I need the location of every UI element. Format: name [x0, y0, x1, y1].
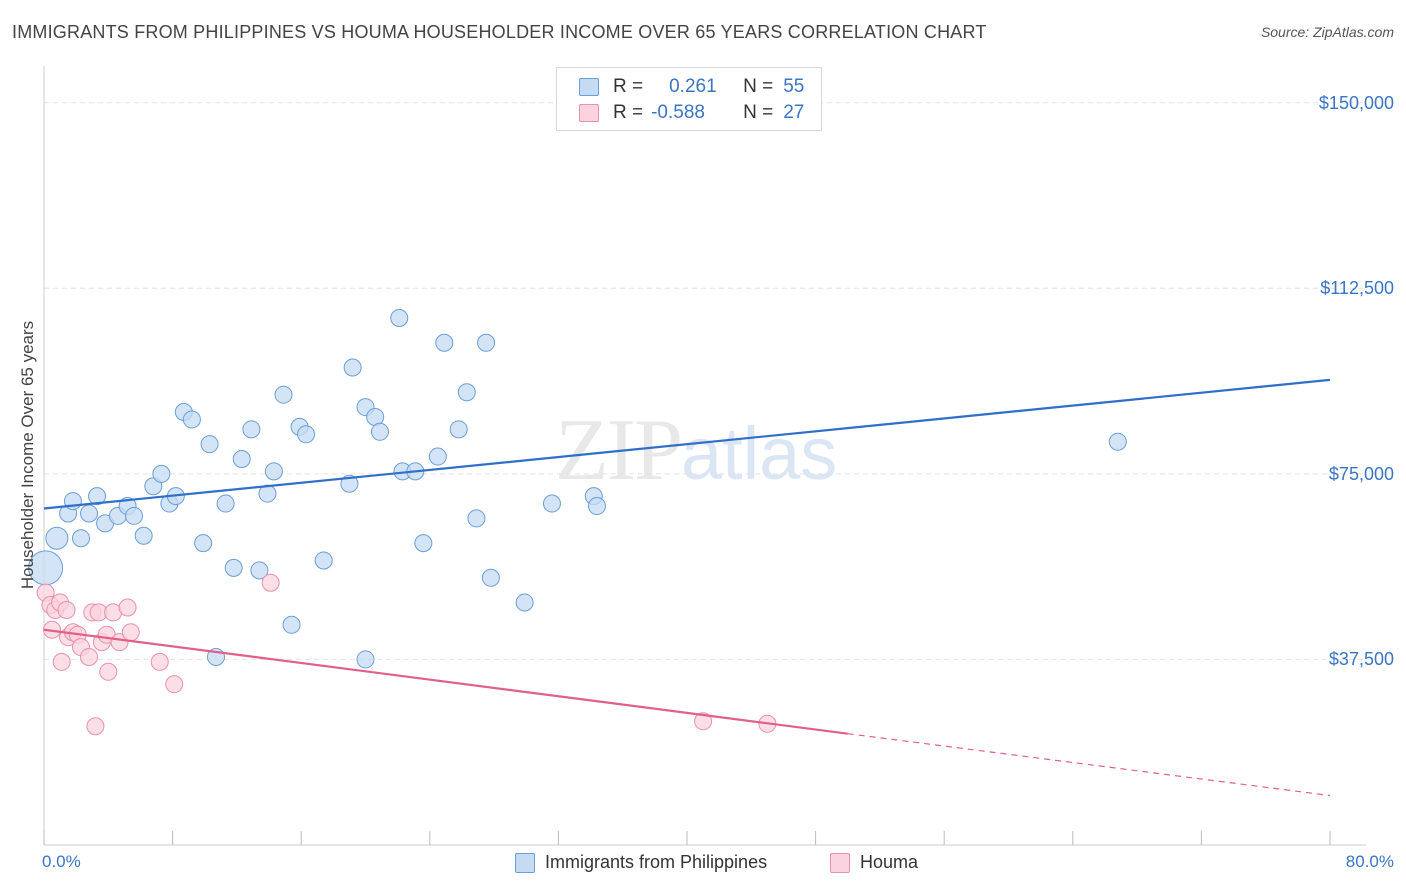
trend-line-houma	[43, 628, 848, 735]
point-houma	[99, 662, 118, 681]
point-houma	[80, 647, 99, 666]
point-philippines	[232, 450, 251, 469]
legend-row-philippines: R = 0.261 N = 55	[579, 76, 804, 98]
n-label: N =	[743, 76, 774, 97]
point-philippines	[370, 422, 389, 441]
point-philippines	[340, 474, 359, 493]
point-philippines	[264, 462, 283, 481]
source-credit: Source: ZipAtlas.com	[1260, 24, 1394, 40]
point-philippines	[477, 333, 496, 352]
point-philippines	[88, 487, 107, 506]
y-tick-label: $150,000	[1318, 92, 1394, 113]
r-label: R =	[613, 102, 644, 123]
legend-item-philippines[interactable]: Immigrants from Philippines	[515, 852, 767, 873]
y-tick-label: $112,500	[1320, 278, 1394, 299]
x-tick-label-min: 0.0%	[42, 852, 81, 871]
series-legend: Immigrants from Philippines Houma	[0, 852, 1406, 878]
n-label: N =	[743, 102, 774, 123]
y-tick-label: $37,500	[1328, 649, 1394, 670]
legend-swatch-pink	[579, 104, 599, 122]
legend-swatch-blue	[515, 852, 535, 873]
point-philippines	[242, 420, 261, 439]
point-philippines	[274, 385, 293, 404]
point-philippines	[457, 383, 476, 402]
point-philippines	[297, 425, 316, 444]
watermark: ZIPatlas	[555, 400, 837, 501]
y-tick-label: $75,000	[1328, 463, 1394, 484]
watermark-atlas: atlas	[681, 412, 838, 495]
point-philippines	[542, 494, 561, 513]
point-philippines	[515, 593, 534, 612]
point-philippines	[80, 504, 99, 523]
point-philippines	[45, 526, 69, 550]
point-philippines	[390, 308, 409, 327]
point-houma	[150, 652, 169, 671]
point-houma	[261, 573, 280, 592]
point-philippines	[467, 509, 486, 528]
point-philippines	[356, 650, 375, 669]
point-houma	[121, 623, 140, 642]
point-houma	[57, 600, 76, 619]
point-philippines	[71, 529, 90, 548]
point-philippines	[414, 534, 433, 553]
r-value: 0.261	[669, 76, 717, 97]
point-philippines	[449, 420, 468, 439]
trend-line-philippines	[43, 378, 1331, 510]
point-philippines	[587, 497, 606, 516]
legend-swatch-blue	[579, 78, 599, 96]
trend-line-houma-extension	[847, 733, 1331, 797]
point-philippines	[134, 526, 153, 545]
point-houma	[118, 598, 137, 617]
legend-row-houma: R = -0.588 N = 27	[579, 102, 804, 124]
n-value: 55	[783, 76, 805, 97]
y-axis-label: Householder Income Over 65 years	[18, 320, 37, 590]
point-philippines	[152, 464, 171, 483]
point-philippines	[435, 333, 454, 352]
point-philippines	[200, 435, 219, 454]
point-philippines	[1108, 432, 1127, 451]
point-philippines	[182, 410, 201, 429]
legend-swatch-pink	[830, 852, 850, 873]
chart-title: IMMIGRANTS FROM PHILIPPINES VS HOUMA HOU…	[12, 22, 987, 42]
legend-item-houma[interactable]: Houma	[830, 852, 918, 873]
point-philippines	[343, 358, 362, 377]
r-value: -0.588	[651, 102, 705, 123]
point-philippines	[481, 568, 500, 587]
point-philippines	[282, 615, 301, 634]
point-houma	[52, 652, 71, 671]
point-houma	[165, 675, 184, 694]
point-philippines	[250, 561, 269, 580]
point-philippines	[428, 447, 447, 466]
point-philippines	[314, 551, 333, 570]
r-label: R =	[613, 76, 644, 97]
legend-label: Houma	[860, 852, 919, 872]
point-philippines	[216, 494, 235, 513]
point-houma	[86, 717, 105, 736]
n-value: 27	[783, 102, 805, 123]
point-philippines	[194, 534, 213, 553]
x-tick-label-max: 80.0%	[1345, 852, 1394, 871]
correlation-legend: R = 0.261 N = 55 R = -0.588 N = 27	[556, 67, 822, 131]
point-philippines	[224, 558, 243, 577]
point-philippines	[125, 506, 144, 525]
point-houma	[694, 712, 713, 731]
legend-label: Immigrants from Philippines	[545, 852, 768, 872]
